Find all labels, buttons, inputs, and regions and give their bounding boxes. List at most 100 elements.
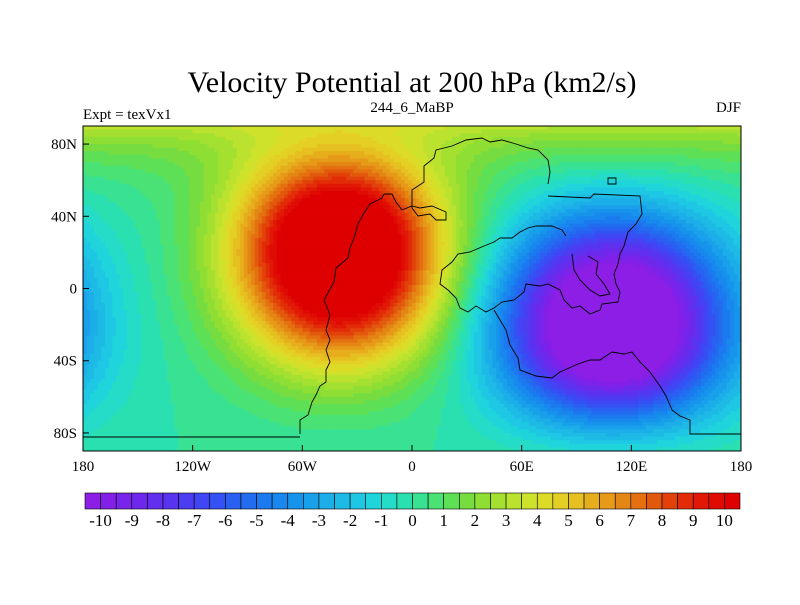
field-cell: [108, 216, 113, 221]
field-cell: [295, 187, 300, 192]
field-cell: [141, 205, 146, 210]
field-cell: [357, 129, 362, 134]
field-cell: [624, 219, 629, 224]
field-cell: [678, 183, 683, 188]
field-cell: [667, 212, 672, 217]
field-cell: [485, 183, 490, 188]
field-cell: [620, 216, 625, 221]
field-cell: [126, 133, 131, 138]
field-cell: [708, 180, 713, 185]
field-cell: [492, 158, 497, 163]
field-cell: [83, 133, 88, 138]
field-cell: [295, 191, 300, 196]
field-cell: [733, 129, 738, 134]
field-cell: [258, 180, 263, 185]
field-cell: [364, 151, 369, 156]
field-cell: [189, 194, 194, 199]
field-cell: [514, 154, 519, 159]
field-cell: [485, 205, 490, 210]
field-cell: [185, 172, 190, 177]
field-cell: [656, 165, 661, 170]
field-cell: [276, 209, 281, 214]
field-cell: [93, 180, 99, 185]
field-cell: [112, 219, 117, 224]
field-cell: [507, 209, 512, 214]
field-cell: [576, 198, 581, 203]
field-cell: [539, 212, 544, 217]
field-cell: [243, 183, 248, 188]
field-cell: [397, 133, 402, 138]
field-cell: [433, 223, 438, 228]
field-cell: [463, 209, 468, 214]
field-cell: [115, 191, 120, 196]
field-cell: [254, 144, 259, 149]
field-cell: [459, 133, 464, 138]
field-cell: [313, 126, 318, 131]
field-cell: [616, 201, 621, 206]
field-cell: [119, 180, 124, 185]
field-cell: [349, 223, 354, 228]
field-cell: [422, 147, 428, 152]
field-cell: [653, 216, 658, 221]
field-cell: [722, 136, 727, 141]
field-cell: [554, 144, 559, 149]
field-cell: [397, 205, 402, 210]
field-cell: [284, 176, 289, 181]
field-cell: [521, 209, 526, 214]
field-cell: [130, 158, 135, 163]
field-cell: [97, 201, 102, 206]
field-cell: [357, 183, 362, 188]
field-cell: [638, 205, 643, 210]
field-cell: [715, 176, 720, 181]
field-cell: [602, 172, 607, 177]
field-cell: [108, 209, 113, 214]
field-cell: [240, 151, 245, 156]
field-cell: [101, 140, 106, 145]
field-cell: [598, 180, 603, 185]
field-cell: [192, 140, 197, 145]
field-cell: [346, 158, 351, 163]
field-cell: [664, 219, 669, 224]
field-cell: [649, 205, 654, 210]
field-cell: [558, 165, 563, 170]
field-cell: [477, 176, 482, 181]
field-cell: [178, 162, 183, 167]
field-cell: [90, 194, 95, 199]
field-cell: [430, 151, 435, 156]
field-cell: [236, 172, 241, 177]
field-cell: [554, 205, 559, 210]
field-cell: [221, 165, 226, 170]
field-cell: [660, 176, 665, 181]
field-cell: [273, 183, 278, 188]
field-cell: [386, 172, 391, 177]
field-cell: [528, 183, 534, 188]
field-cell: [627, 198, 632, 203]
field-cell: [532, 209, 537, 214]
field-cell: [678, 136, 683, 141]
field-cell: [554, 223, 559, 228]
field-cell: [572, 144, 577, 149]
field-cell: [192, 133, 197, 138]
field-cell: [331, 169, 336, 174]
field-cell: [422, 198, 428, 203]
field-cell: [704, 194, 709, 199]
field-cell: [404, 216, 409, 221]
field-cell: [221, 140, 226, 145]
field-cell: [324, 154, 329, 159]
field-cell: [126, 198, 131, 203]
field-cell: [547, 205, 552, 210]
field-cell: [518, 187, 523, 192]
field-cell: [371, 205, 376, 210]
field-cell: [485, 194, 490, 199]
field-cell: [693, 205, 698, 210]
field-cell: [656, 147, 661, 152]
field-cell: [722, 212, 727, 217]
field-cell: [587, 126, 592, 131]
field-cell: [426, 216, 431, 221]
field-cell: [492, 172, 497, 177]
field-cell: [715, 126, 720, 131]
field-cell: [737, 140, 741, 145]
field-cell: [616, 191, 621, 196]
field-cell: [203, 144, 208, 149]
field-cell: [415, 198, 420, 203]
